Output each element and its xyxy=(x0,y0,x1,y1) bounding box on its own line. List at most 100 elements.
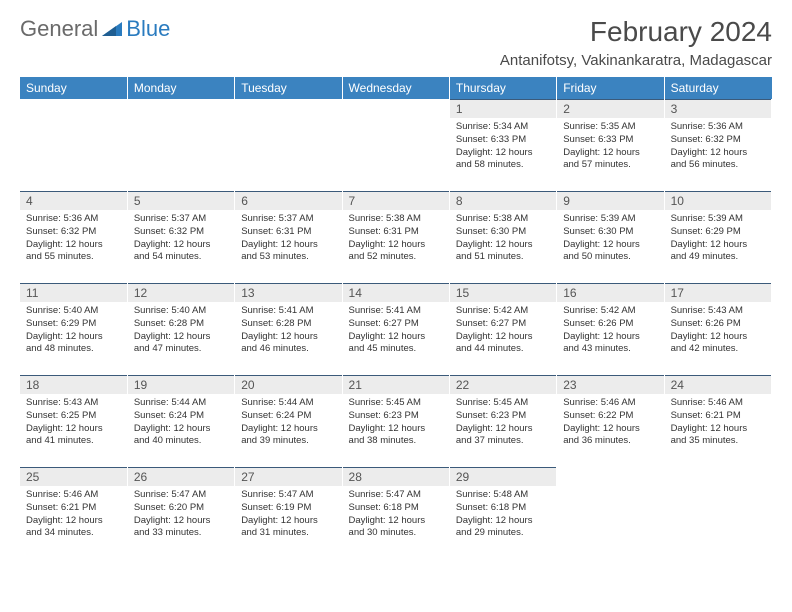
sunrise-text: Sunrise: 5:38 AM xyxy=(349,213,443,226)
sunset-text: Sunset: 6:30 PM xyxy=(563,226,657,239)
sunset-text: Sunset: 6:27 PM xyxy=(349,318,443,331)
calendar-cell: 14Sunrise: 5:41 AMSunset: 6:27 PMDayligh… xyxy=(342,283,449,375)
sunrise-text: Sunrise: 5:37 AM xyxy=(241,213,335,226)
daylight-text: Daylight: 12 hours and 30 minutes. xyxy=(349,515,443,541)
sunset-text: Sunset: 6:23 PM xyxy=(456,410,550,423)
calendar-cell: 16Sunrise: 5:42 AMSunset: 6:26 PMDayligh… xyxy=(557,283,664,375)
calendar-week-row: 25Sunrise: 5:46 AMSunset: 6:21 PMDayligh… xyxy=(20,467,772,559)
weekday-header-row: Sunday Monday Tuesday Wednesday Thursday… xyxy=(20,77,772,99)
sunrise-text: Sunrise: 5:43 AM xyxy=(671,305,765,318)
day-details: Sunrise: 5:47 AMSunset: 6:19 PMDaylight:… xyxy=(235,486,341,546)
sunset-text: Sunset: 6:31 PM xyxy=(349,226,443,239)
day-details: Sunrise: 5:43 AMSunset: 6:26 PMDaylight:… xyxy=(665,302,771,362)
calendar-cell: 9Sunrise: 5:39 AMSunset: 6:30 PMDaylight… xyxy=(557,191,664,283)
calendar-cell: 5Sunrise: 5:37 AMSunset: 6:32 PMDaylight… xyxy=(127,191,234,283)
day-number: 24 xyxy=(665,375,771,394)
calendar-week-row: 18Sunrise: 5:43 AMSunset: 6:25 PMDayligh… xyxy=(20,375,772,467)
calendar-cell xyxy=(342,99,449,191)
day-number: 19 xyxy=(128,375,234,394)
day-number: 10 xyxy=(665,191,771,210)
sunset-text: Sunset: 6:24 PM xyxy=(241,410,335,423)
calendar-cell: 27Sunrise: 5:47 AMSunset: 6:19 PMDayligh… xyxy=(235,467,342,559)
day-number: 13 xyxy=(235,283,341,302)
calendar-cell: 21Sunrise: 5:45 AMSunset: 6:23 PMDayligh… xyxy=(342,375,449,467)
calendar-cell: 8Sunrise: 5:38 AMSunset: 6:30 PMDaylight… xyxy=(449,191,556,283)
sunrise-text: Sunrise: 5:39 AM xyxy=(563,213,657,226)
sunrise-text: Sunrise: 5:47 AM xyxy=(134,489,228,502)
daylight-text: Daylight: 12 hours and 37 minutes. xyxy=(456,423,550,449)
sunrise-text: Sunrise: 5:45 AM xyxy=(349,397,443,410)
sunrise-text: Sunrise: 5:44 AM xyxy=(241,397,335,410)
sunset-text: Sunset: 6:29 PM xyxy=(26,318,121,331)
day-details: Sunrise: 5:44 AMSunset: 6:24 PMDaylight:… xyxy=(128,394,234,454)
calendar-cell: 26Sunrise: 5:47 AMSunset: 6:20 PMDayligh… xyxy=(127,467,234,559)
daylight-text: Daylight: 12 hours and 33 minutes. xyxy=(134,515,228,541)
calendar-cell: 20Sunrise: 5:44 AMSunset: 6:24 PMDayligh… xyxy=(235,375,342,467)
header-tuesday: Tuesday xyxy=(235,77,342,99)
sunrise-text: Sunrise: 5:45 AM xyxy=(456,397,550,410)
sunrise-text: Sunrise: 5:35 AM xyxy=(563,121,657,134)
sunrise-text: Sunrise: 5:46 AM xyxy=(671,397,765,410)
sunrise-text: Sunrise: 5:42 AM xyxy=(456,305,550,318)
daylight-text: Daylight: 12 hours and 52 minutes. xyxy=(349,239,443,265)
day-details: Sunrise: 5:38 AMSunset: 6:30 PMDaylight:… xyxy=(450,210,556,270)
daylight-text: Daylight: 12 hours and 39 minutes. xyxy=(241,423,335,449)
daylight-text: Daylight: 12 hours and 55 minutes. xyxy=(26,239,121,265)
day-number: 26 xyxy=(128,467,234,486)
calendar-cell: 2Sunrise: 5:35 AMSunset: 6:33 PMDaylight… xyxy=(557,99,664,191)
day-number xyxy=(665,467,771,486)
sunrise-text: Sunrise: 5:38 AM xyxy=(456,213,550,226)
day-number xyxy=(235,99,341,118)
calendar-week-row: 1Sunrise: 5:34 AMSunset: 6:33 PMDaylight… xyxy=(20,99,772,191)
sunrise-text: Sunrise: 5:48 AM xyxy=(456,489,550,502)
calendar-cell: 13Sunrise: 5:41 AMSunset: 6:28 PMDayligh… xyxy=(235,283,342,375)
day-details: Sunrise: 5:41 AMSunset: 6:28 PMDaylight:… xyxy=(235,302,341,362)
calendar-table: Sunday Monday Tuesday Wednesday Thursday… xyxy=(20,77,772,559)
day-number: 5 xyxy=(128,191,234,210)
day-details: Sunrise: 5:45 AMSunset: 6:23 PMDaylight:… xyxy=(450,394,556,454)
sunset-text: Sunset: 6:18 PM xyxy=(456,502,550,515)
sunrise-text: Sunrise: 5:39 AM xyxy=(671,213,765,226)
day-number: 12 xyxy=(128,283,234,302)
calendar-cell: 17Sunrise: 5:43 AMSunset: 6:26 PMDayligh… xyxy=(664,283,771,375)
day-details: Sunrise: 5:46 AMSunset: 6:21 PMDaylight:… xyxy=(20,486,127,546)
calendar-week-row: 11Sunrise: 5:40 AMSunset: 6:29 PMDayligh… xyxy=(20,283,772,375)
day-details: Sunrise: 5:39 AMSunset: 6:29 PMDaylight:… xyxy=(665,210,771,270)
day-details: Sunrise: 5:40 AMSunset: 6:28 PMDaylight:… xyxy=(128,302,234,362)
day-number: 28 xyxy=(343,467,449,486)
day-number xyxy=(128,99,234,118)
day-details: Sunrise: 5:39 AMSunset: 6:30 PMDaylight:… xyxy=(557,210,663,270)
daylight-text: Daylight: 12 hours and 56 minutes. xyxy=(671,147,765,173)
day-number: 20 xyxy=(235,375,341,394)
daylight-text: Daylight: 12 hours and 31 minutes. xyxy=(241,515,335,541)
day-details: Sunrise: 5:45 AMSunset: 6:23 PMDaylight:… xyxy=(343,394,449,454)
sunset-text: Sunset: 6:26 PM xyxy=(563,318,657,331)
sunset-text: Sunset: 6:19 PM xyxy=(241,502,335,515)
calendar-cell: 1Sunrise: 5:34 AMSunset: 6:33 PMDaylight… xyxy=(449,99,556,191)
brand-logo: General Blue xyxy=(20,16,170,42)
sunset-text: Sunset: 6:31 PM xyxy=(241,226,335,239)
day-details: Sunrise: 5:43 AMSunset: 6:25 PMDaylight:… xyxy=(20,394,127,454)
day-details: Sunrise: 5:47 AMSunset: 6:20 PMDaylight:… xyxy=(128,486,234,546)
sunrise-text: Sunrise: 5:41 AM xyxy=(241,305,335,318)
day-number xyxy=(343,99,449,118)
sunset-text: Sunset: 6:32 PM xyxy=(26,226,121,239)
sunset-text: Sunset: 6:20 PM xyxy=(134,502,228,515)
day-details: Sunrise: 5:48 AMSunset: 6:18 PMDaylight:… xyxy=(450,486,556,546)
calendar-cell: 24Sunrise: 5:46 AMSunset: 6:21 PMDayligh… xyxy=(664,375,771,467)
day-number: 3 xyxy=(665,99,771,118)
sunset-text: Sunset: 6:33 PM xyxy=(456,134,550,147)
day-details: Sunrise: 5:42 AMSunset: 6:27 PMDaylight:… xyxy=(450,302,556,362)
calendar-cell: 28Sunrise: 5:47 AMSunset: 6:18 PMDayligh… xyxy=(342,467,449,559)
sunrise-text: Sunrise: 5:46 AM xyxy=(563,397,657,410)
calendar-cell: 23Sunrise: 5:46 AMSunset: 6:22 PMDayligh… xyxy=(557,375,664,467)
daylight-text: Daylight: 12 hours and 42 minutes. xyxy=(671,331,765,357)
day-details: Sunrise: 5:41 AMSunset: 6:27 PMDaylight:… xyxy=(343,302,449,362)
day-details: Sunrise: 5:44 AMSunset: 6:24 PMDaylight:… xyxy=(235,394,341,454)
brand-part1: General xyxy=(20,16,98,42)
daylight-text: Daylight: 12 hours and 35 minutes. xyxy=(671,423,765,449)
calendar-cell: 22Sunrise: 5:45 AMSunset: 6:23 PMDayligh… xyxy=(449,375,556,467)
calendar-cell xyxy=(127,99,234,191)
sunrise-text: Sunrise: 5:34 AM xyxy=(456,121,550,134)
calendar-cell xyxy=(557,467,664,559)
